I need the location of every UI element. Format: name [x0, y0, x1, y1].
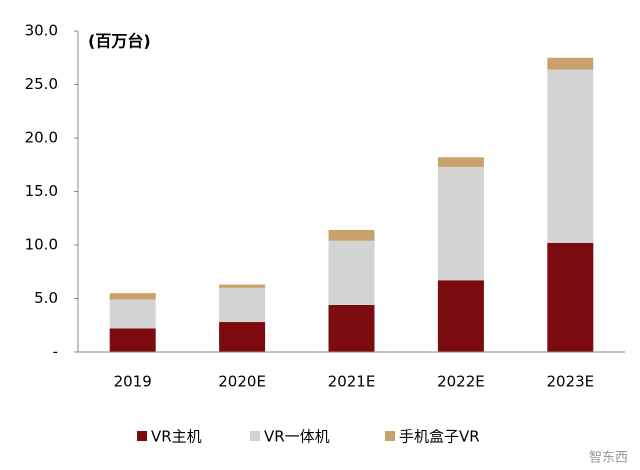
x-tick-label: 2022E: [437, 373, 485, 391]
bar-segment: [547, 57, 594, 70]
legend-swatch: [385, 431, 395, 441]
bar-segment: [109, 293, 156, 300]
bar-segment: [109, 328, 156, 352]
x-tick-label: 2023E: [546, 373, 594, 391]
y-tick-label: -: [53, 343, 58, 361]
bar-segment: [547, 69, 594, 243]
y-tick-label: 30.0: [25, 22, 58, 40]
bar-segment: [219, 287, 266, 323]
bar-segment: [437, 157, 484, 167]
x-tick-label: 2020E: [218, 373, 266, 391]
legend-swatch: [250, 431, 260, 441]
y-tick-label: 5.0: [34, 289, 58, 307]
legend-label: VR一体机: [264, 428, 330, 446]
legend-label: 手机盒子VR: [399, 428, 480, 446]
bar-segment: [328, 304, 375, 352]
x-tick-label: 2019: [114, 373, 152, 391]
y-tick-label: 25.0: [25, 75, 58, 93]
logo: 智东西: [589, 451, 628, 466]
unit-label: (百万台): [88, 32, 151, 51]
y-tick-label: 10.0: [25, 236, 58, 254]
bar-segment: [219, 322, 266, 352]
bar-segment: [437, 166, 484, 281]
bar-segment: [328, 230, 375, 241]
legend-swatch: [137, 431, 147, 441]
bar-segment: [328, 240, 375, 305]
bar-segment: [109, 299, 156, 329]
x-tick-label: 2021E: [328, 373, 376, 391]
y-tick-label: 20.0: [25, 129, 58, 147]
y-tick-label: 15.0: [25, 182, 58, 200]
bar-segment: [547, 242, 594, 352]
legend-label: VR主机: [151, 428, 202, 446]
bar-segment: [437, 280, 484, 352]
bar-segment: [219, 284, 266, 288]
